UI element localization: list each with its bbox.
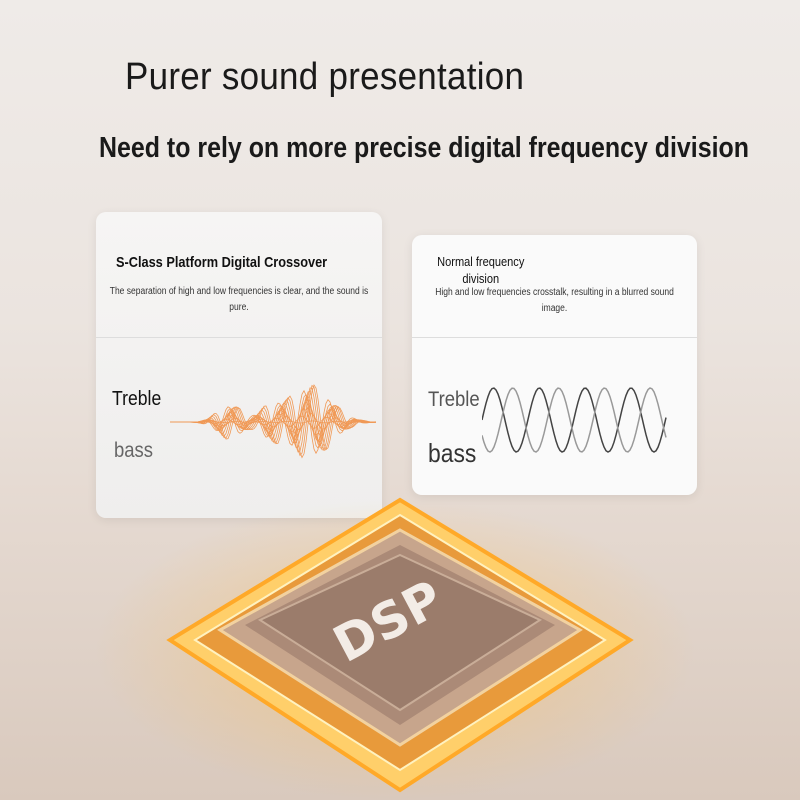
bass-label: bass [428,438,477,468]
dsp-chip-graphic: DSP [95,497,695,800]
treble-label: Treble [112,388,162,410]
wave-line [170,399,376,443]
card-title: Normal frequency division [437,254,525,286]
treble-label: Treble [428,388,480,411]
card-description: High and low frequencies crosstalk, resu… [435,287,674,314]
card-title: S-Class Platform Digital Crossover [116,254,328,271]
page-title: Purer sound presentation [125,56,525,98]
card-s-class-crossover: S-Class Platform Digital Crossover The s… [96,212,382,518]
crosstalk-wave-graphic [482,387,667,453]
wave-line [170,384,376,459]
card-header: S-Class Platform Digital Crossover The s… [96,212,382,338]
page-subtitle: Need to rely on more precise digital fre… [99,132,749,164]
card-normal-division: Normal frequency division High and low f… [412,235,697,495]
card-header: Normal frequency division High and low f… [412,235,697,338]
wave-line [170,384,376,457]
separated-wave-graphic [170,384,376,459]
card-description: The separation of high and low frequenci… [109,286,369,313]
bass-label: bass [114,439,154,462]
wave-line [170,389,376,455]
